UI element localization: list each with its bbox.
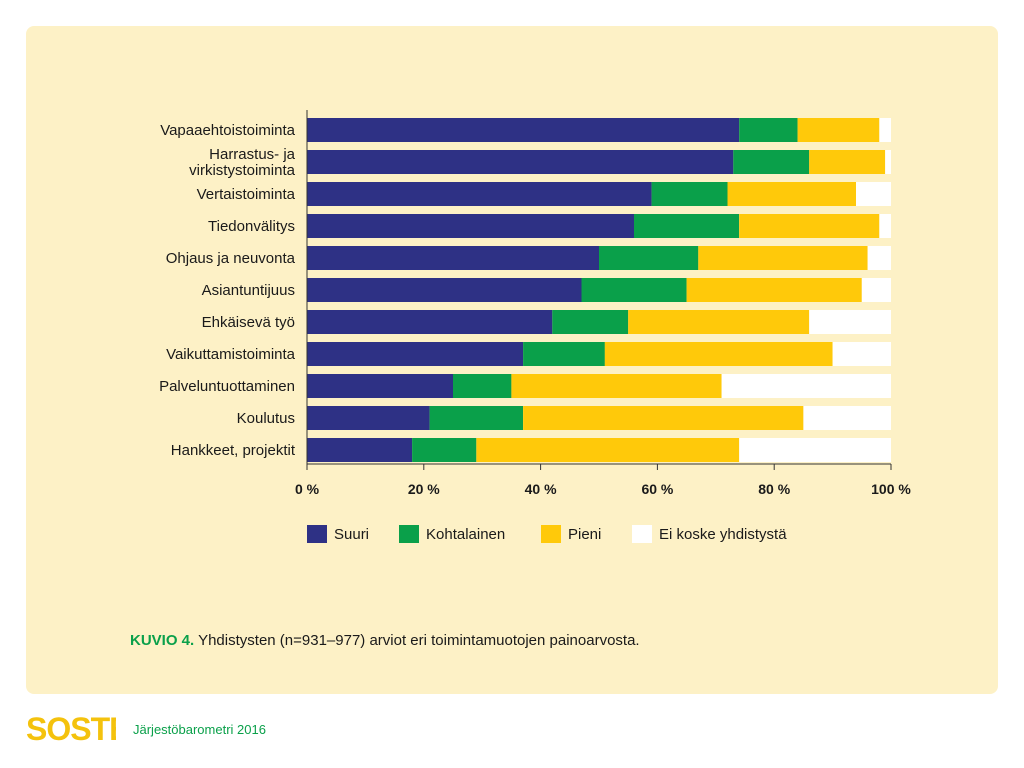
bar-2-5	[686, 278, 862, 302]
category-label-8: Palveluntuottaminen	[159, 378, 295, 395]
x-tick-label-4: 80 %	[758, 481, 790, 497]
x-tick-label-2: 40 %	[525, 481, 557, 497]
bar-0-1	[307, 150, 734, 174]
bar-3-6	[809, 310, 891, 334]
category-label-10: Hankkeet, projektit	[171, 442, 296, 459]
bar-2-9	[523, 406, 804, 430]
legend-swatch-3	[632, 525, 652, 543]
category-label-1: Harrastus- ja virkistystoiminta	[189, 146, 296, 179]
bar-3-7	[832, 342, 891, 366]
bar-1-2	[651, 182, 728, 206]
bar-3-0	[879, 118, 891, 142]
bar-1-1	[733, 150, 810, 174]
bar-0-9	[307, 406, 430, 430]
bar-2-7	[604, 342, 833, 366]
bar-2-4	[698, 246, 868, 270]
bar-2-0	[797, 118, 880, 142]
caption-text: Yhdistysten (n=931–977) arviot eri toimi…	[194, 632, 640, 649]
legend-swatch-0	[307, 525, 327, 543]
legend-label-0: Suuri	[334, 526, 369, 543]
bar-0-7	[307, 342, 524, 366]
x-tick-label-5: 100 %	[871, 481, 911, 497]
bar-0-3	[307, 214, 634, 238]
caption-lead: KUVIO 4.	[130, 632, 195, 649]
bar-1-10	[412, 438, 477, 462]
bar-3-1	[885, 150, 891, 174]
bar-3-10	[739, 438, 891, 462]
x-tick-label-0: 0 %	[295, 481, 320, 497]
category-label-6: Ehkäisevä työ	[202, 314, 295, 331]
bar-1-9	[429, 406, 523, 430]
bar-0-0	[307, 118, 740, 142]
bar-1-5	[581, 278, 687, 302]
bar-0-5	[307, 278, 582, 302]
category-label-9: Koulutus	[237, 410, 295, 427]
category-label-7: Vaikuttamistoiminta	[166, 346, 296, 363]
legend-label-2: Pieni	[568, 526, 601, 543]
bar-3-2	[856, 182, 891, 206]
x-tick-label-3: 60 %	[641, 481, 673, 497]
bar-2-8	[511, 374, 722, 398]
category-label-3: Tiedonvälitys	[208, 218, 295, 235]
bar-0-8	[307, 374, 453, 398]
bar-3-8	[721, 374, 891, 398]
bar-3-9	[803, 406, 891, 430]
category-label-5: Asiantuntijuus	[202, 282, 295, 299]
bar-0-2	[307, 182, 652, 206]
bar-2-2	[727, 182, 856, 206]
category-label-4: Ohjaus ja neuvonta	[166, 250, 296, 267]
bar-1-6	[552, 310, 629, 334]
bar-1-0	[739, 118, 798, 142]
bar-1-4	[599, 246, 699, 270]
bar-0-4	[307, 246, 599, 270]
legend-label-1: Kohtalainen	[426, 526, 505, 543]
category-label-2: Vertaistoiminta	[197, 186, 296, 203]
category-label-0: Vapaaehtoistoiminta	[160, 122, 295, 139]
bar-0-6	[307, 310, 553, 334]
soste-logo: SOSTE	[26, 712, 116, 746]
bar-1-8	[453, 374, 512, 398]
bar-2-3	[739, 214, 880, 238]
bar-1-3	[634, 214, 740, 238]
bar-0-10	[307, 438, 413, 462]
bar-3-3	[879, 214, 891, 238]
figure-caption: KUVIO 4. Yhdistysten (n=931–977) arviot …	[130, 632, 640, 649]
bar-2-10	[476, 438, 740, 462]
bar-2-1	[809, 150, 886, 174]
legend-swatch-2	[541, 525, 561, 543]
legend-label-3: Ei koske yhdistystä	[659, 526, 787, 543]
x-tick-label-1: 20 %	[408, 481, 440, 497]
legend-swatch-1	[399, 525, 419, 543]
footer-text: Järjestöbarometri 2016	[133, 722, 266, 737]
bar-1-7	[523, 342, 605, 366]
soste-logo-text: SOSTE	[26, 712, 116, 746]
bar-2-6	[628, 310, 810, 334]
bar-3-4	[867, 246, 891, 270]
bar-3-5	[861, 278, 891, 302]
